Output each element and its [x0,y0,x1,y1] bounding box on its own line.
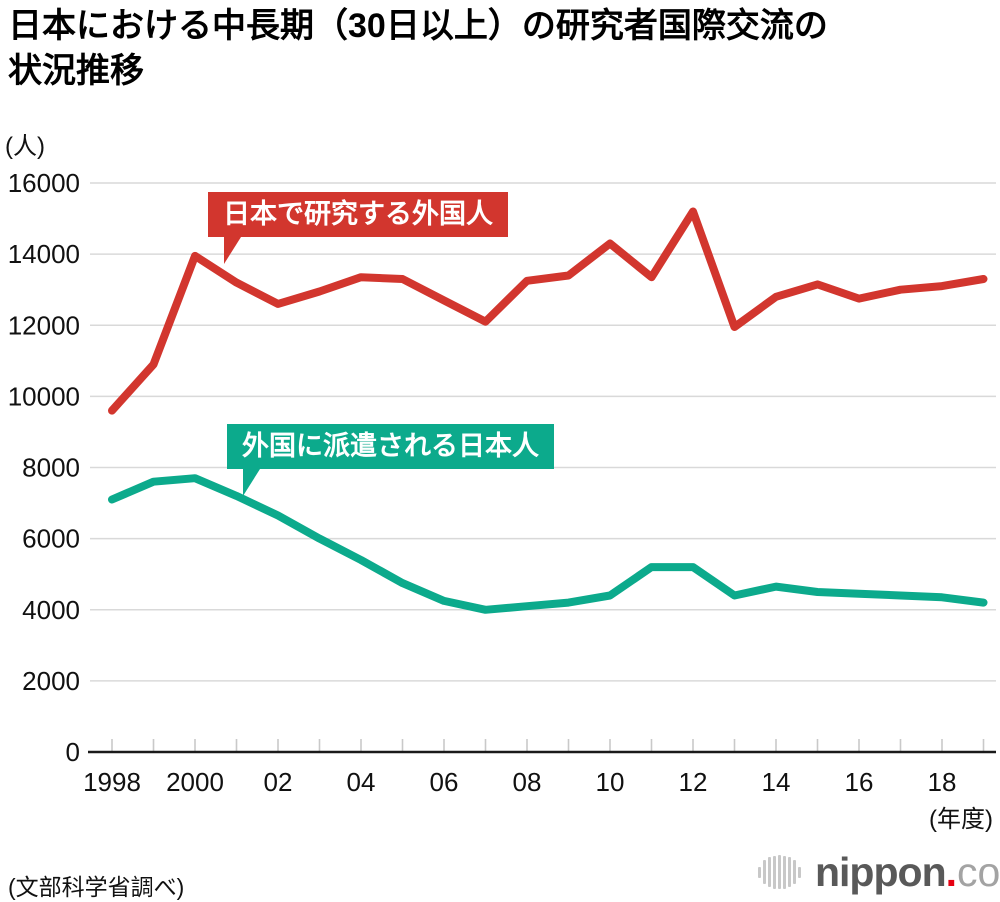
y-tick-label: 8000 [22,453,80,483]
logo-bar [763,860,766,884]
x-tick-label: 18 [928,767,957,797]
logo-bar [778,855,781,889]
page-title-line-1: 日本における中長期（30日以上）の研究者国際交流の [8,7,828,45]
x-axis-unit-label: (年度) [929,806,993,833]
logo-bar [758,866,761,878]
series-callout-label: 日本で研究する外国人 [223,199,493,229]
y-tick-label: 12000 [8,310,80,340]
y-tick-label: 4000 [22,595,80,625]
logo-bar [768,857,771,887]
logo-bar [773,855,776,889]
y-tick-label: 0 [66,737,80,767]
x-tick-label: 14 [762,767,791,797]
x-tick-label: 2000 [166,767,224,797]
y-tick-label: 16000 [8,168,80,198]
x-tick-label: 02 [264,767,293,797]
y-tick-label: 2000 [22,666,80,696]
logo-tld: com [957,848,1000,895]
logo-dot: . [945,848,958,895]
series-callout-japanese-dispatched-abroad: 外国に派遣される日本人 [227,424,554,496]
x-tick-label: 12 [679,767,708,797]
y-tick-label: 10000 [8,381,80,411]
series-callout-foreign-researchers-in-japan: 日本で研究する外国人 [208,192,508,264]
logo-bar [783,855,786,889]
page-title-line-2: 状況推移 [8,52,144,90]
x-tick-label: 06 [430,767,459,797]
y-axis-unit-label: (人) [5,133,45,160]
logo-bar [793,860,796,884]
source-note: (文部科学省調べ) [8,874,185,900]
logo-soundwave-icon [758,855,803,889]
x-tick-label: 10 [596,767,625,797]
y-tick-label: 6000 [22,524,80,554]
logo-bar [798,866,801,878]
page-title: 日本における中長期（30日以上）の研究者国際交流の 状況推移 [8,4,968,94]
y-tick-label: 14000 [8,239,80,269]
nippon-logo: nippon.com [758,846,1000,898]
series-line-1 [108,474,988,614]
x-tick-label: 08 [513,767,542,797]
x-tick-label: 1998 [83,767,141,797]
logo-bar [788,857,791,887]
logo-word: nippon [815,848,947,895]
series-callout-label: 外国に派遣される日本人 [242,431,539,461]
series-line-0 [108,207,988,415]
x-tick-label: 04 [347,767,376,797]
x-tick-label: 16 [845,767,874,797]
